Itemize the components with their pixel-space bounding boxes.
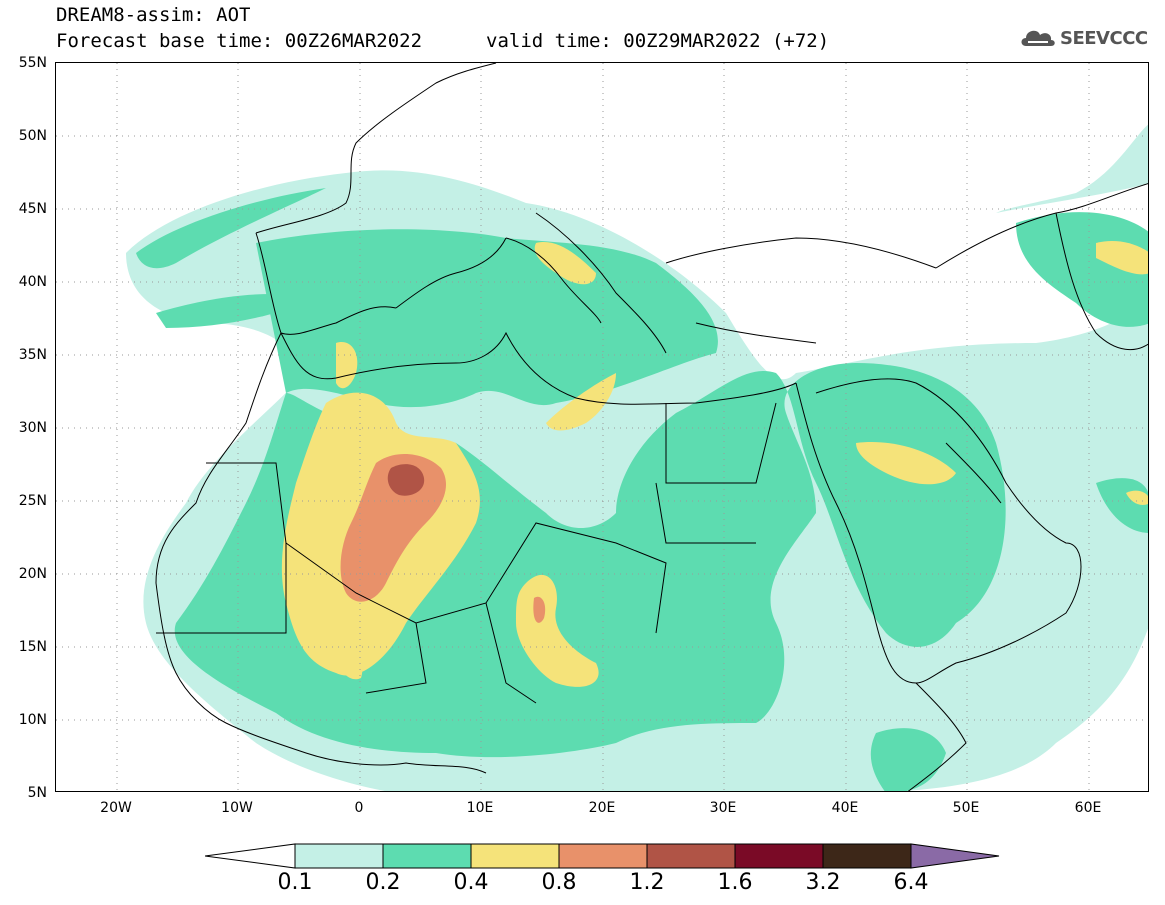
lat-label-5n: 5N (27, 785, 47, 801)
seevccc-logo: SEEVCCC (1018, 24, 1158, 56)
colorbar-label: 6.4 (893, 870, 929, 895)
map-title: DREAM8-assim: AOT (56, 4, 251, 26)
lat-label-25n: 25N (18, 493, 47, 509)
lat-label-35n: 35N (18, 347, 47, 363)
lon-label-10e: 10E (466, 800, 494, 816)
lon-label-40e: 40E (831, 800, 859, 816)
lat-label-50n: 50N (18, 128, 47, 144)
colorbar-extend-high (910, 843, 1000, 869)
colorbar-bin-0-2 (382, 843, 472, 869)
lat-label-20n: 20N (18, 566, 47, 582)
colorbar-bin-0-1 (294, 843, 384, 869)
colorbar-label: 1.2 (629, 870, 665, 895)
lat-label-10n: 10N (18, 712, 47, 728)
lon-label-50e: 50E (952, 800, 980, 816)
lat-label-55n: 55N (18, 55, 47, 71)
lon-label-60e: 60E (1074, 800, 1102, 816)
lon-label-10w: 10W (221, 800, 253, 816)
lon-label-30e: 30E (709, 800, 737, 816)
colorbar-bin-3-2 (822, 843, 912, 869)
colorbar (205, 843, 1000, 869)
colorbar-label: 0.8 (541, 870, 577, 895)
aot-field-1-2 (387, 464, 425, 496)
lon-label-0: 0 (354, 800, 364, 816)
colorbar-label: 0.1 (277, 870, 313, 895)
lat-label-30n: 30N (18, 420, 47, 436)
lon-label-20e: 20E (588, 800, 616, 816)
colorbar-bin-0-4 (470, 843, 560, 869)
colorbar-label: 3.2 (805, 870, 841, 895)
colorbar-label: 1.6 (717, 870, 753, 895)
colorbar-bin-0-8 (558, 843, 648, 869)
lat-lon-grid (56, 63, 1148, 791)
lon-label-20w: 20W (100, 800, 132, 816)
lat-label-40n: 40N (18, 274, 47, 290)
valid-time: valid time: 00Z29MAR2022 (+72) (486, 30, 830, 52)
cloud-logo-icon (1021, 30, 1055, 46)
lat-label-15n: 15N (18, 639, 47, 655)
aot-field-0-8 (340, 453, 546, 623)
lat-label-45n: 45N (18, 201, 47, 217)
colorbar-label: 0.2 (365, 870, 401, 895)
colorbar-label: 0.4 (453, 870, 489, 895)
colorbar-bin-1-6 (734, 843, 824, 869)
coastlines (155, 63, 1148, 791)
colorbar-bin-1-2 (646, 843, 736, 869)
aot-map (56, 63, 1148, 791)
map-area (55, 62, 1149, 792)
colorbar-extend-low (205, 843, 296, 869)
logo-text: SEEVCCC (1060, 28, 1148, 49)
forecast-base-time: Forecast base time: 00Z26MAR2022 (56, 30, 423, 52)
